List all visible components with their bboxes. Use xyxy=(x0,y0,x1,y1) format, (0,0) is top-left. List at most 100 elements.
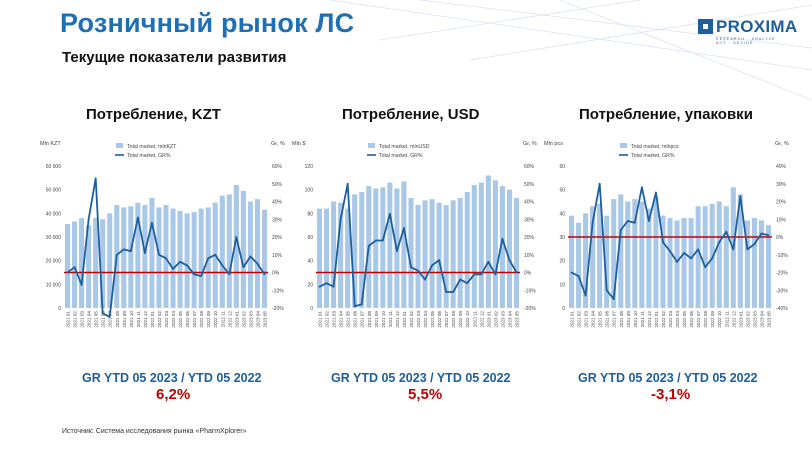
x-tick-label: 2021 10 xyxy=(129,311,134,328)
bar xyxy=(429,199,435,308)
bar xyxy=(632,199,638,308)
y2-tick-label: 30% xyxy=(776,182,787,188)
bar xyxy=(471,184,477,308)
growth-point xyxy=(508,259,511,261)
growth-point xyxy=(501,237,504,240)
x-tick-label: 2022 11 xyxy=(472,311,477,328)
y-tick-label: 60 xyxy=(559,164,565,170)
growth-point xyxy=(94,177,97,180)
y2-tick-label: 50% xyxy=(272,182,283,188)
bar xyxy=(604,215,610,308)
x-tick-label: 2021 06 xyxy=(101,311,106,328)
x-tick-label: 2021 10 xyxy=(381,311,386,328)
bar xyxy=(128,206,134,308)
bar xyxy=(436,202,442,308)
x-tick-label: 2023 02 xyxy=(745,311,750,328)
bar xyxy=(422,200,428,308)
bar xyxy=(93,218,99,308)
bar xyxy=(611,199,617,308)
y-tick-label: 120 xyxy=(305,164,314,170)
y2-tick-label: 40% xyxy=(272,200,283,206)
growth-point xyxy=(73,266,76,269)
x-tick-label: 2021 12 xyxy=(647,311,652,328)
bar xyxy=(352,194,358,308)
growth-point xyxy=(395,250,398,253)
x-tick-label: 2023 05 xyxy=(766,311,771,328)
x-tick-label: 2023 03 xyxy=(500,311,505,328)
x-tick-label: 2023 03 xyxy=(248,311,253,328)
bar xyxy=(408,197,414,308)
growth-point xyxy=(360,303,363,306)
bar xyxy=(156,207,162,308)
x-tick-label: 2022 05 xyxy=(178,311,183,328)
y-tick-label: 20 xyxy=(307,282,313,288)
x-tick-label: 2023 01 xyxy=(738,311,743,328)
x-tick-label: 2021 08 xyxy=(619,311,624,328)
bar xyxy=(177,210,183,308)
y2-tick-label: 40% xyxy=(776,164,787,170)
x-tick-label: 2022 12 xyxy=(479,311,484,328)
x-tick-label: 2022 10 xyxy=(213,311,218,328)
growth-point xyxy=(353,305,356,308)
growth-point xyxy=(767,234,770,237)
x-tick-label: 2022 08 xyxy=(451,311,456,328)
y2-axis-title: Gr, % xyxy=(271,141,285,147)
x-tick-label: 2021 11 xyxy=(136,311,141,328)
bar xyxy=(758,220,764,308)
bar xyxy=(478,182,484,308)
growth-point xyxy=(179,260,181,263)
chart-title-usd: Потребление, USD xyxy=(342,106,480,123)
growth-point xyxy=(172,268,174,270)
growth-point xyxy=(367,244,370,247)
growth-point xyxy=(438,259,441,261)
y2-tick-label: -30% xyxy=(776,288,788,294)
bar xyxy=(702,206,708,308)
bar xyxy=(744,220,750,308)
x-tick-label: 2021 06 xyxy=(605,311,610,328)
growth-point xyxy=(746,248,749,251)
logo-mark-icon xyxy=(698,19,713,34)
x-tick-label: 2022 02 xyxy=(409,311,414,328)
legend-bar-swatch xyxy=(620,143,627,148)
x-tick-label: 2021 01 xyxy=(570,311,575,328)
legend-bar-swatch xyxy=(116,143,123,148)
bar xyxy=(163,205,169,308)
bar xyxy=(660,215,666,308)
bar xyxy=(254,199,260,308)
x-tick-label: 2021 12 xyxy=(143,311,148,328)
x-tick-label: 2021 01 xyxy=(66,311,71,328)
growth-point xyxy=(647,220,650,222)
y-tick-label: 30 000 xyxy=(46,235,62,241)
y-axis-title: Mln KZT xyxy=(40,141,61,147)
growth-point xyxy=(612,298,615,301)
chart-title-kzt: Потребление, KZT xyxy=(86,106,221,123)
x-tick-label: 2022 02 xyxy=(157,311,162,328)
x-tick-label: 2022 12 xyxy=(731,311,736,328)
growth-point xyxy=(577,275,580,277)
x-tick-label: 2022 07 xyxy=(696,311,701,328)
bar xyxy=(380,187,386,308)
growth-point xyxy=(158,253,160,256)
growth-point xyxy=(186,264,189,267)
growth-point xyxy=(690,257,693,260)
x-tick-label: 2022 01 xyxy=(402,311,407,328)
growth-point xyxy=(445,291,448,293)
growth-point xyxy=(200,275,203,277)
growth-point xyxy=(129,250,132,253)
x-tick-label: 2021 05 xyxy=(598,311,603,328)
x-tick-label: 2021 09 xyxy=(374,311,379,328)
y-tick-label: 40 000 xyxy=(46,211,62,217)
bar xyxy=(184,213,190,308)
growth-point xyxy=(591,221,594,224)
legend-line-label: Total market, GR% xyxy=(379,153,423,159)
bar xyxy=(639,201,645,308)
x-tick-label: 2022 11 xyxy=(724,311,729,328)
bar xyxy=(737,194,743,308)
growth-point xyxy=(207,257,210,260)
y-tick-label: 0 xyxy=(562,306,565,312)
bar xyxy=(568,215,575,308)
growth-point xyxy=(122,248,125,251)
bar xyxy=(219,195,225,308)
